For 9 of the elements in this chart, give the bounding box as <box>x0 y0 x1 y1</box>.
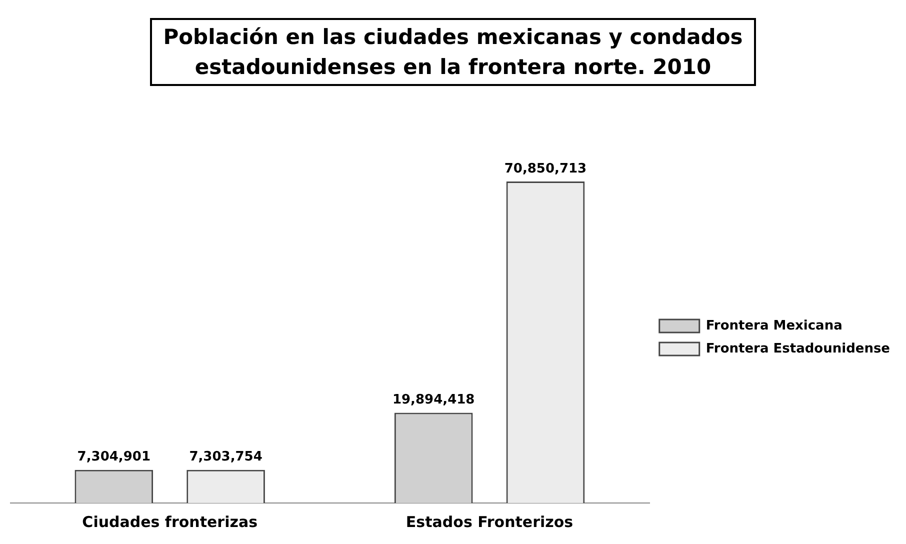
x-tick-label: Ciudades fronterizas <box>82 512 258 531</box>
data-label: 7,303,754 <box>189 450 262 465</box>
data-label: 70,850,713 <box>504 161 587 176</box>
data-label: 19,894,418 <box>392 392 475 408</box>
legend-label: Frontera Mexicana <box>706 318 842 334</box>
chart-title: Población en las ciudades mexicanas y condados estadounidenses en la frontera norte. 2010 <box>150 18 756 86</box>
legend-label: Frontera Estadounidense <box>706 341 890 356</box>
x-tick-label: Estados Fronterizos <box>406 512 574 531</box>
data-label: 7,304,901 <box>77 450 150 465</box>
